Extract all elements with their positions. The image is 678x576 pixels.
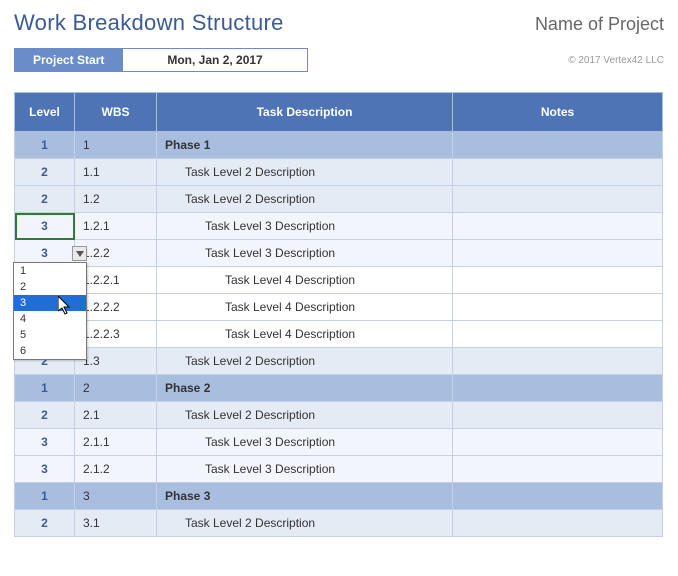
level-dropdown[interactable]: 123456 <box>13 262 87 360</box>
table-row: 22.1Task Level 2 Description <box>15 402 663 429</box>
cell-description[interactable]: Task Level 3 Description <box>157 240 453 267</box>
cell-description[interactable]: Task Level 2 Description <box>157 348 453 375</box>
cell-wbs[interactable]: 1.1 <box>75 159 157 186</box>
cell-notes[interactable] <box>453 132 663 159</box>
cell-level[interactable]: 2 <box>15 510 75 537</box>
col-header-desc[interactable]: Task Description <box>157 93 453 132</box>
dropdown-option[interactable]: 2 <box>14 279 86 295</box>
chevron-down-icon <box>76 251 84 257</box>
cell-description[interactable]: Task Level 2 Description <box>157 186 453 213</box>
table-row: 41.2.2.1Task Level 4 Description <box>15 267 663 294</box>
cell-wbs[interactable]: 1.2.1 <box>75 213 157 240</box>
document-title: Work Breakdown Structure <box>14 10 284 36</box>
cell-wbs[interactable]: 1.2 <box>75 186 157 213</box>
cell-notes[interactable] <box>453 456 663 483</box>
cell-description[interactable]: Phase 3 <box>157 483 453 510</box>
header: Work Breakdown Structure Name of Project <box>14 10 664 36</box>
cell-wbs[interactable]: 2.1.2 <box>75 456 157 483</box>
dropdown-option[interactable]: 4 <box>14 311 86 327</box>
cell-description[interactable]: Phase 2 <box>157 375 453 402</box>
table-row: 21.1Task Level 2 Description <box>15 159 663 186</box>
table-row: 41.2.2.2Task Level 4 Description <box>15 294 663 321</box>
col-header-wbs[interactable]: WBS <box>75 93 157 132</box>
cell-level[interactable]: 1 <box>15 375 75 402</box>
cell-wbs[interactable]: 3 <box>75 483 157 510</box>
table-header: Level WBS Task Description Notes <box>15 93 663 132</box>
cell-description[interactable]: Task Level 4 Description <box>157 294 453 321</box>
cell-notes[interactable] <box>453 321 663 348</box>
dropdown-option[interactable]: 6 <box>14 343 86 359</box>
cell-level[interactable]: 3 <box>15 213 75 240</box>
cell-description[interactable]: Task Level 4 Description <box>157 321 453 348</box>
table-row: 11Phase 1 <box>15 132 663 159</box>
project-start-value[interactable]: Mon, Jan 2, 2017 <box>123 48 307 72</box>
cell-level[interactable]: 1 <box>15 132 75 159</box>
table-row: 31.2.2Task Level 3 Description <box>15 240 663 267</box>
col-header-level[interactable]: Level <box>15 93 75 132</box>
cell-wbs[interactable]: 3.1 <box>75 510 157 537</box>
cell-description[interactable]: Task Level 2 Description <box>157 510 453 537</box>
table-row: 32.1.2Task Level 3 Description <box>15 456 663 483</box>
cell-description[interactable]: Task Level 2 Description <box>157 402 453 429</box>
cell-notes[interactable] <box>453 402 663 429</box>
table-row: 21.3Task Level 2 Description <box>15 348 663 375</box>
cell-notes[interactable] <box>453 483 663 510</box>
cell-level[interactable]: 2 <box>15 402 75 429</box>
cell-wbs[interactable]: 2.1 <box>75 402 157 429</box>
copyright-text: © 2017 Vertex42 LLC <box>568 55 664 66</box>
cell-notes[interactable] <box>453 510 663 537</box>
dropdown-button[interactable] <box>72 246 87 261</box>
table-row: 12Phase 2 <box>15 375 663 402</box>
cell-description[interactable]: Task Level 3 Description <box>157 456 453 483</box>
project-start-label: Project Start <box>14 48 123 72</box>
cell-wbs[interactable]: 2.1.1 <box>75 429 157 456</box>
table-row: 41.2.2.3Task Level 4 Description <box>15 321 663 348</box>
cell-wbs[interactable]: 2 <box>75 375 157 402</box>
dropdown-option[interactable]: 1 <box>14 263 86 279</box>
cell-notes[interactable] <box>453 294 663 321</box>
table-body: 11Phase 121.1Task Level 2 Description21.… <box>15 132 663 537</box>
cell-description[interactable]: Task Level 3 Description <box>157 429 453 456</box>
cell-level[interactable]: 2 <box>15 159 75 186</box>
cell-notes[interactable] <box>453 159 663 186</box>
cell-notes[interactable] <box>453 186 663 213</box>
cell-level[interactable]: 3 <box>15 456 75 483</box>
cell-notes[interactable] <box>453 267 663 294</box>
cell-level[interactable]: 1 <box>15 483 75 510</box>
table-row: 31.2.1Task Level 3 Description <box>15 213 663 240</box>
dropdown-option[interactable]: 3 <box>14 295 86 311</box>
cell-notes[interactable] <box>453 348 663 375</box>
project-start-row: Project Start Mon, Jan 2, 2017 © 2017 Ve… <box>14 48 664 72</box>
cell-level[interactable]: 3 <box>15 429 75 456</box>
col-header-notes[interactable]: Notes <box>453 93 663 132</box>
cell-description[interactable]: Task Level 2 Description <box>157 159 453 186</box>
cell-level[interactable]: 2 <box>15 186 75 213</box>
project-name: Name of Project <box>535 14 664 35</box>
cell-notes[interactable] <box>453 240 663 267</box>
table-row: 23.1Task Level 2 Description <box>15 510 663 537</box>
cell-description[interactable]: Task Level 3 Description <box>157 213 453 240</box>
cell-description[interactable]: Phase 1 <box>157 132 453 159</box>
cell-notes[interactable] <box>453 375 663 402</box>
dropdown-option[interactable]: 5 <box>14 327 86 343</box>
table-row: 32.1.1Task Level 3 Description <box>15 429 663 456</box>
cell-wbs[interactable]: 1 <box>75 132 157 159</box>
cell-description[interactable]: Task Level 4 Description <box>157 267 453 294</box>
wbs-table: Level WBS Task Description Notes 11Phase… <box>14 92 663 537</box>
cell-notes[interactable] <box>453 429 663 456</box>
cell-notes[interactable] <box>453 213 663 240</box>
table-row: 21.2Task Level 2 Description <box>15 186 663 213</box>
table-row: 13Phase 3 <box>15 483 663 510</box>
wbs-template-page: Work Breakdown Structure Name of Project… <box>0 0 678 537</box>
